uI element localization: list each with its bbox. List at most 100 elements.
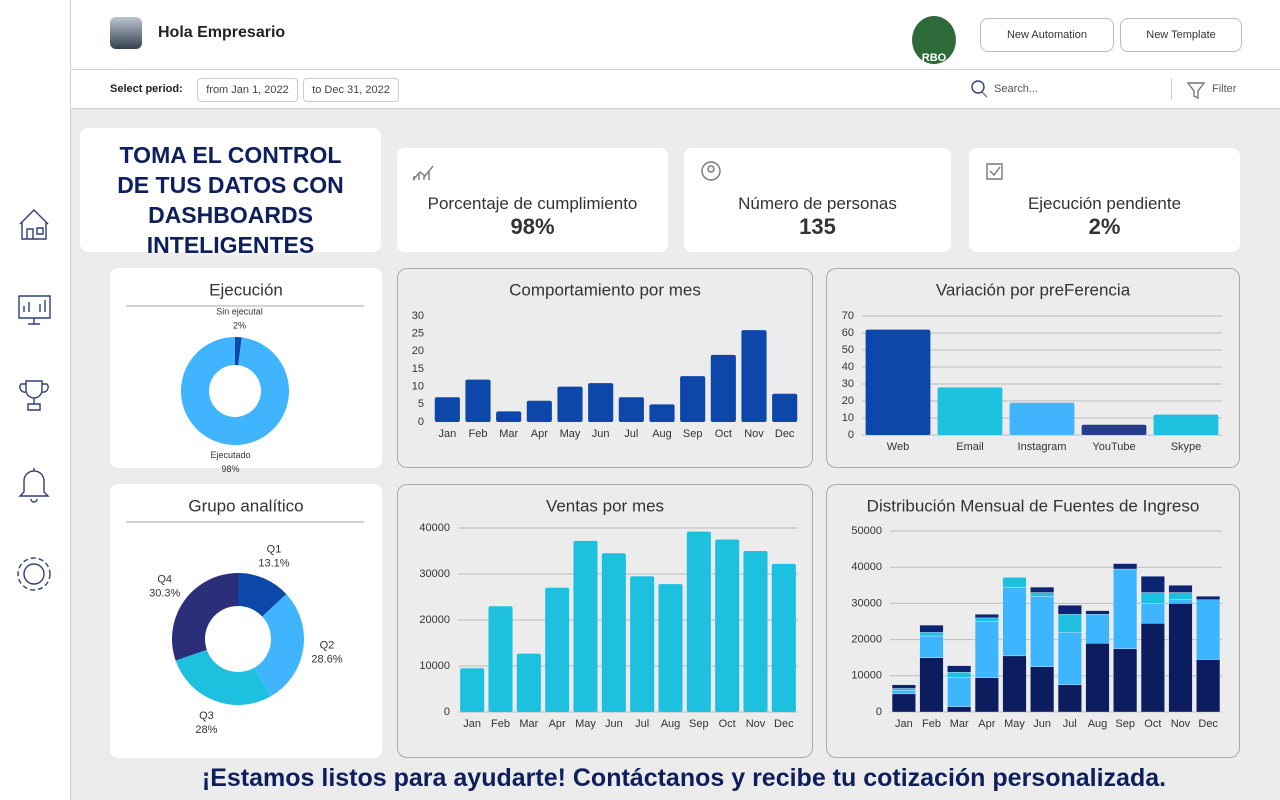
- slice-label: Q4: [157, 574, 172, 586]
- bell-icon[interactable]: [18, 468, 50, 503]
- x-tick-label: May: [560, 428, 581, 440]
- bar-segment: [1057, 684, 1082, 713]
- bar: [465, 379, 491, 422]
- x-tick-label: May: [1004, 718, 1025, 730]
- bar-segment: [1002, 577, 1027, 588]
- bar: [573, 540, 598, 712]
- bar-segment: [974, 621, 999, 678]
- date-to[interactable]: to Dec 31, 2022: [303, 78, 399, 102]
- bar: [1009, 402, 1075, 435]
- x-tick-label: Nov: [746, 718, 766, 730]
- donut-slice: [180, 337, 289, 446]
- bar: [588, 383, 614, 422]
- greeting: Hola Empresario: [158, 24, 286, 41]
- trophy-icon[interactable]: [19, 380, 49, 411]
- bar-segment: [1113, 563, 1138, 570]
- slice-label: Q1: [267, 543, 282, 555]
- bar: [526, 400, 552, 422]
- kpi-card: Número de personas 135: [684, 148, 951, 252]
- home-icon[interactable]: [19, 209, 49, 240]
- avatar[interactable]: [110, 17, 142, 49]
- y-tick-label: 30: [412, 310, 424, 322]
- bar-segment: [1196, 659, 1221, 713]
- donut-slice: [172, 573, 238, 661]
- y-tick-label: 0: [444, 706, 450, 718]
- new-template-button[interactable]: New Template: [1120, 18, 1242, 52]
- y-tick-label: 10: [842, 412, 854, 424]
- y-tick-label: 40000: [419, 522, 450, 534]
- bar-segment: [891, 693, 916, 713]
- chart-title: Ventas por mes: [546, 496, 664, 515]
- y-tick-label: 50: [842, 344, 854, 356]
- bar-segment: [1196, 599, 1221, 660]
- bar-segment: [1168, 592, 1193, 600]
- slice-value-label: 28.6%: [311, 653, 342, 665]
- bar-segment: [1140, 603, 1165, 624]
- x-tick-label: Jun: [605, 718, 623, 730]
- new-automation-button[interactable]: New Automation: [980, 18, 1114, 52]
- y-tick-label: 30000: [851, 597, 882, 609]
- x-tick-label: Skype: [1171, 441, 1202, 453]
- bar-segment: [1196, 596, 1221, 600]
- chart-title: Distribución Mensual de Fuentes de Ingre…: [867, 496, 1200, 515]
- bar-segment: [891, 684, 916, 689]
- x-tick-label: Apr: [531, 428, 548, 440]
- x-tick-label: Jan: [463, 718, 481, 730]
- x-tick-label: Feb: [491, 718, 510, 730]
- footer-cta: ¡Estamos listos para ayudarte! Contáctan…: [201, 764, 1167, 792]
- bar: [743, 551, 768, 712]
- bar: [680, 376, 706, 422]
- divider: [1171, 78, 1172, 100]
- dashboard-icon[interactable]: [18, 295, 51, 325]
- bar-segment: [1057, 614, 1082, 633]
- bar: [937, 387, 1003, 435]
- bar: [772, 393, 798, 422]
- y-tick-label: 50000: [851, 525, 882, 537]
- y-tick-label: 10000: [419, 660, 450, 672]
- bar: [545, 587, 570, 712]
- x-tick-label: Jan: [895, 718, 913, 730]
- donut-slice: [238, 573, 287, 617]
- y-tick-label: 10000: [851, 670, 882, 682]
- chart-title: Comportamiento por mes: [509, 280, 701, 299]
- bar-segment: [974, 617, 999, 622]
- y-tick-label: 0: [876, 706, 882, 718]
- filter[interactable]: Filter: [1212, 83, 1237, 95]
- banner: TOMA EL CONTROL DE TUS DATOS CON DASHBOA…: [80, 128, 381, 258]
- y-tick-label: 20: [412, 345, 424, 357]
- y-tick-label: 25: [412, 328, 424, 340]
- x-tick-label: Oct: [719, 718, 736, 730]
- x-tick-label: Mar: [499, 428, 518, 440]
- y-tick-label: 40: [842, 361, 854, 373]
- slice-value-label: 98%: [221, 464, 239, 474]
- settings-icon[interactable]: [23, 563, 45, 585]
- search[interactable]: Search...: [994, 83, 1039, 95]
- card: [110, 484, 382, 758]
- y-tick-label: 40000: [851, 561, 882, 573]
- bar-segment: [919, 632, 944, 637]
- bar-segment: [1085, 643, 1110, 713]
- y-tick-label: 0: [418, 416, 424, 428]
- bar-segment: [974, 677, 999, 713]
- bar-segment: [947, 677, 972, 707]
- kpi-value: 135: [799, 214, 836, 239]
- date-from[interactable]: from Jan 1, 2022: [197, 78, 298, 102]
- kpi-card: Ejecución pendiente 2%: [969, 148, 1240, 252]
- bar: [434, 397, 460, 422]
- bar: [649, 404, 675, 422]
- donut-slice: [235, 337, 242, 366]
- x-tick-label: Instagram: [1018, 441, 1067, 453]
- x-tick-label: Sep: [1115, 718, 1135, 730]
- bar-segment: [1030, 592, 1055, 597]
- x-tick-label: Apr: [549, 718, 566, 730]
- x-tick-label: Jun: [592, 428, 610, 440]
- bar: [865, 329, 931, 435]
- toolbar: [70, 70, 1280, 109]
- bar-segment: [1085, 614, 1110, 644]
- bar-segment: [1113, 568, 1138, 649]
- slice-value-label: 2%: [233, 321, 246, 331]
- bar-segment: [1140, 576, 1165, 593]
- x-tick-label: Aug: [652, 428, 672, 440]
- bar-segment: [1140, 623, 1165, 713]
